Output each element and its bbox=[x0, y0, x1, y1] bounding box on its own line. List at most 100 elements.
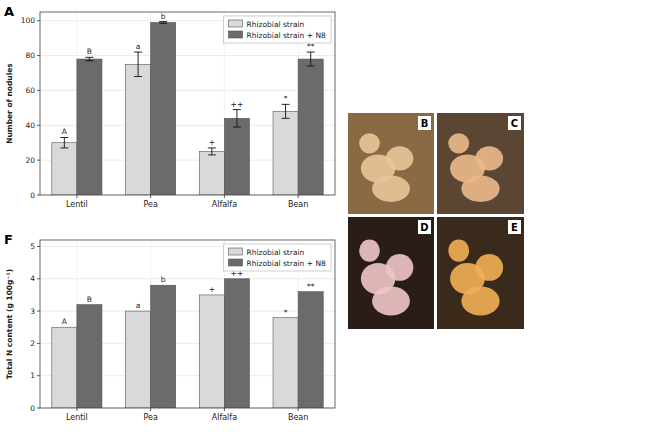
bar bbox=[199, 295, 224, 408]
legend-swatch bbox=[228, 20, 242, 27]
bar bbox=[151, 22, 176, 195]
photo-panel: E bbox=[437, 217, 524, 329]
tick-label: 5 bbox=[30, 242, 35, 251]
nodule bbox=[448, 133, 469, 153]
bar bbox=[224, 279, 249, 408]
photo-panel: B bbox=[348, 113, 434, 214]
panel-letter: B bbox=[421, 118, 429, 129]
marks bbox=[52, 22, 323, 195]
photo-panel: C bbox=[437, 113, 524, 214]
photo bbox=[437, 113, 524, 214]
bar bbox=[151, 285, 176, 408]
tick-mark bbox=[37, 20, 40, 21]
significance-label: + bbox=[209, 285, 215, 294]
error-cap bbox=[159, 21, 167, 22]
marks bbox=[52, 279, 323, 408]
error-bar bbox=[85, 57, 93, 60]
axis-frame bbox=[40, 240, 335, 408]
legend-swatch bbox=[228, 31, 242, 38]
bar bbox=[199, 151, 224, 195]
panel-letter: A bbox=[4, 4, 14, 19]
error-bar bbox=[307, 52, 315, 66]
error-stem bbox=[285, 104, 286, 118]
photo-panel: D bbox=[348, 217, 434, 329]
error-cap bbox=[208, 147, 216, 148]
significance-label: * bbox=[284, 308, 288, 317]
significance-label: B bbox=[87, 47, 92, 56]
error-cap bbox=[159, 23, 167, 24]
plot-area bbox=[40, 12, 335, 195]
axis-title: Number of nodules bbox=[5, 63, 14, 144]
panel-letter: D bbox=[420, 222, 428, 233]
error-stem bbox=[89, 57, 90, 60]
tick-mark bbox=[37, 343, 40, 344]
legend-entry: Rhizobial strain + N8 bbox=[246, 31, 326, 40]
tick-label: 4 bbox=[30, 274, 35, 283]
grid-line bbox=[40, 55, 335, 56]
significance-label: b bbox=[161, 12, 166, 21]
letter-box bbox=[508, 220, 521, 234]
nodule bbox=[461, 176, 499, 202]
error-bar bbox=[159, 22, 167, 24]
bar bbox=[52, 143, 77, 195]
legend-entry: Rhizobial strain + N8 bbox=[246, 259, 326, 268]
tick-mark bbox=[37, 278, 40, 279]
x-tick bbox=[76, 408, 77, 411]
category-label: Alfalfa bbox=[212, 200, 237, 209]
chart-panel: 020406080100Aa+*Bb++**LentilPeaAlfalfaBe… bbox=[4, 4, 335, 209]
letter-box bbox=[418, 220, 431, 234]
error-stem bbox=[64, 137, 65, 147]
category-label: Pea bbox=[143, 200, 157, 209]
error-cap bbox=[307, 66, 315, 67]
grid-line bbox=[40, 278, 335, 279]
legend-entry: Rhizobial strain bbox=[246, 20, 304, 29]
error-stem bbox=[236, 110, 237, 127]
nodule bbox=[386, 146, 414, 170]
legend: Rhizobial strainRhizobial strain + N8 bbox=[223, 244, 331, 271]
tick-label: 0 bbox=[30, 404, 35, 413]
x-tick bbox=[298, 408, 299, 411]
tick-mark bbox=[37, 311, 40, 312]
tick-label: 80 bbox=[25, 51, 35, 60]
x-tick bbox=[150, 195, 151, 198]
legend: Rhizobial strain Rhizobial strain + N8 bbox=[223, 16, 331, 43]
significance-label: ** bbox=[307, 282, 315, 291]
tick-mark bbox=[37, 408, 40, 409]
bar bbox=[224, 118, 249, 195]
tick-mark bbox=[37, 125, 40, 126]
error-cap bbox=[233, 109, 241, 110]
tick-label: 0 bbox=[30, 191, 35, 200]
tick-label: 60 bbox=[25, 86, 35, 95]
tick-mark bbox=[37, 375, 40, 376]
legend-swatch bbox=[228, 259, 242, 266]
nodule bbox=[359, 133, 380, 153]
error-cap bbox=[134, 52, 142, 53]
significance-label: A bbox=[62, 127, 68, 136]
error-bar bbox=[60, 137, 68, 147]
tick-label: 2 bbox=[30, 339, 35, 348]
tick-mark bbox=[37, 90, 40, 91]
photo bbox=[437, 217, 524, 329]
chart-panel: 012345Aa+*Bb++**LentilPeaAlfalfaBeanTota… bbox=[4, 232, 335, 422]
panel-letter: C bbox=[511, 118, 518, 129]
error-bar bbox=[134, 52, 142, 76]
legend-swatch bbox=[228, 248, 242, 255]
category-label: Lentil bbox=[66, 200, 88, 209]
axis-frame bbox=[40, 12, 335, 195]
bar bbox=[77, 305, 102, 408]
tick-label: 3 bbox=[30, 307, 35, 316]
significance-label: + bbox=[209, 138, 215, 147]
tick-label: 100 bbox=[21, 16, 36, 25]
significance-label: a bbox=[136, 301, 141, 310]
error-stem bbox=[310, 52, 311, 66]
nodule bbox=[475, 254, 503, 281]
significance-label: a bbox=[136, 42, 141, 51]
category-label: Bean bbox=[288, 200, 308, 209]
bar bbox=[273, 111, 298, 195]
significance-label: * bbox=[284, 94, 288, 103]
legend-box bbox=[223, 244, 331, 271]
error-cap bbox=[208, 154, 216, 155]
x-tick bbox=[224, 195, 225, 198]
bar bbox=[273, 318, 298, 408]
nodule bbox=[372, 286, 410, 315]
